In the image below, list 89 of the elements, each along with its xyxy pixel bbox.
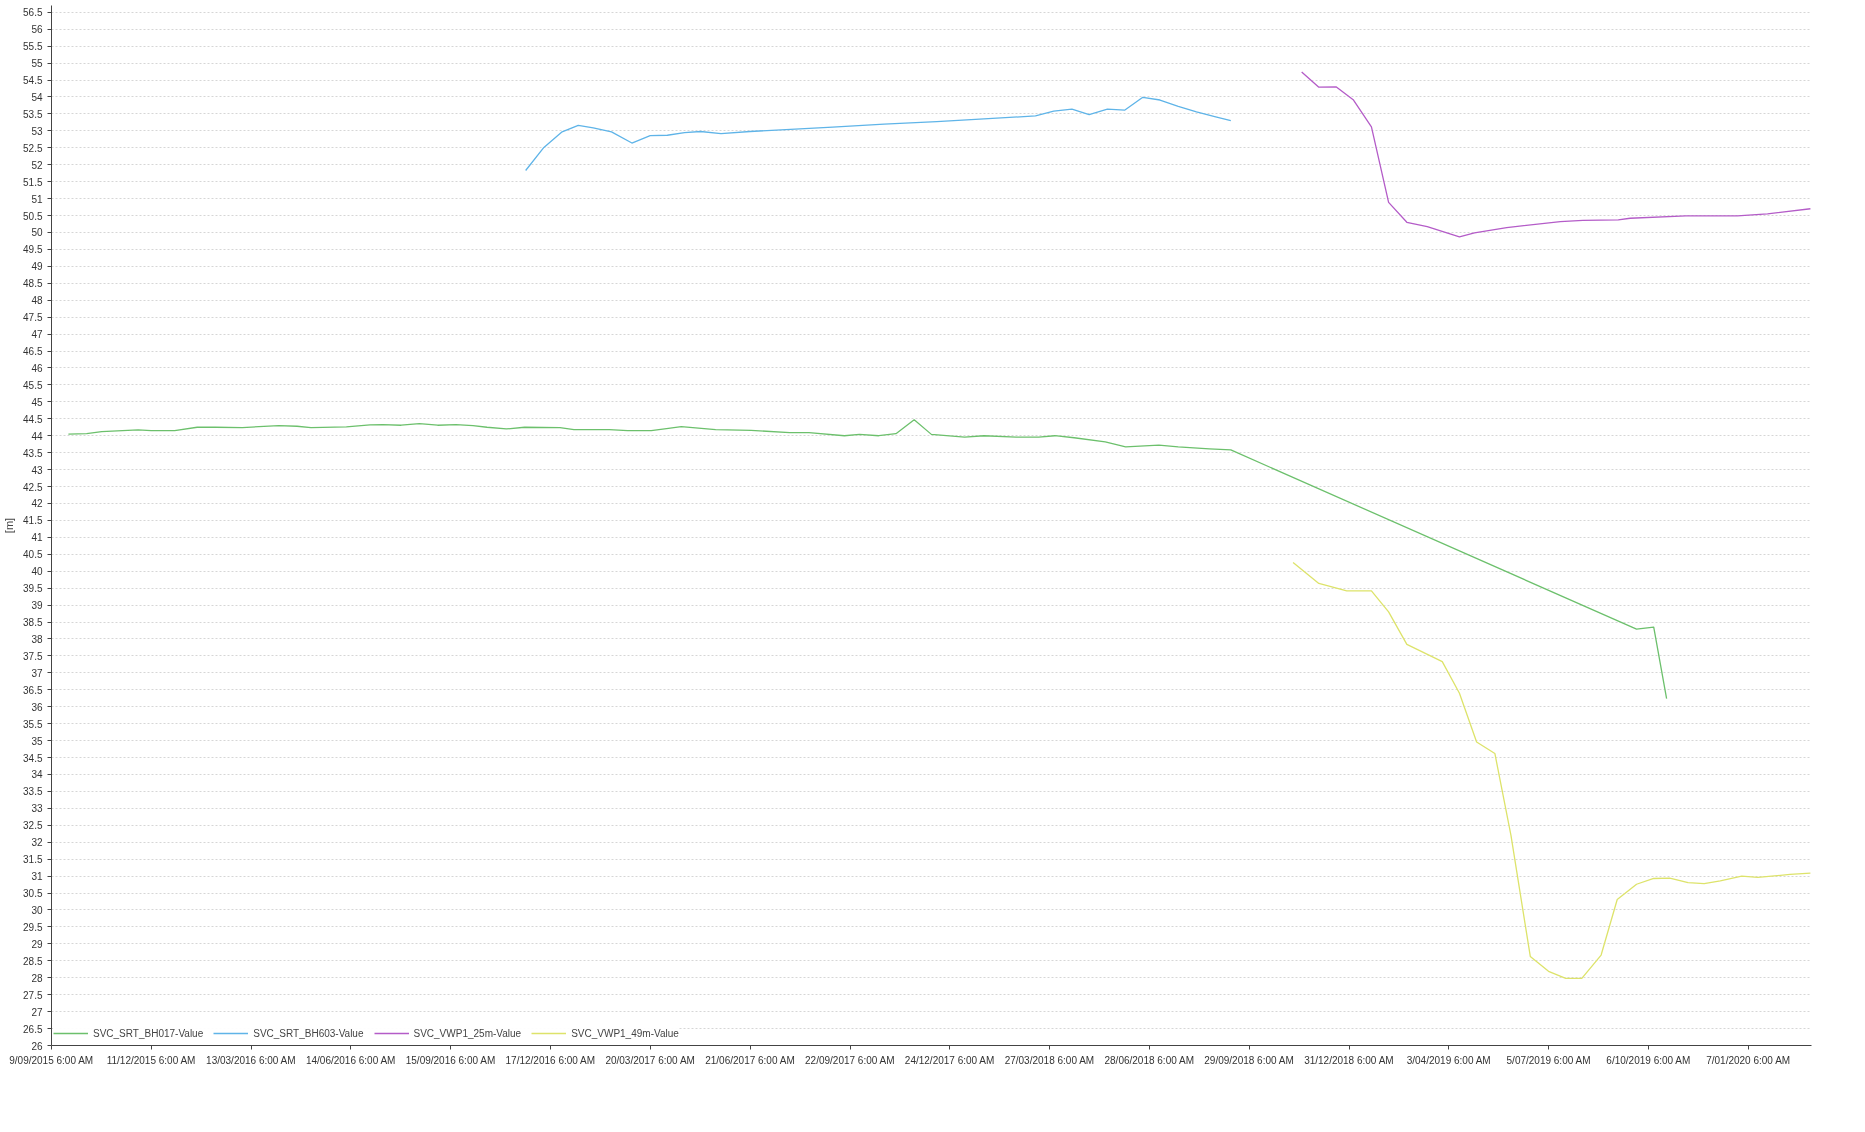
y-tick-label: 31 [31, 871, 43, 883]
x-tick-label: 6/10/2019 6:00 AM [1606, 1054, 1691, 1066]
y-tick-label: 54 [31, 91, 43, 103]
y-tick-label: 27.5 [23, 989, 43, 1001]
x-tick-label: 5/07/2019 6:00 AM [1506, 1054, 1591, 1066]
y-tick-label: 27 [31, 1006, 43, 1018]
y-tick-label: 26.5 [23, 1023, 43, 1035]
y-tick-label: 41 [31, 532, 43, 544]
y-tick-label: 51 [31, 193, 43, 205]
y-tick-label: 30 [31, 905, 43, 916]
y-tick-label: 46 [31, 362, 43, 374]
y-tick-label: 29.5 [23, 921, 43, 933]
line-series [1292, 561, 1812, 980]
y-tick-label: 52.5 [23, 142, 43, 154]
y-tick-label: 48.5 [23, 278, 43, 290]
y-tick-label: 32 [31, 837, 43, 849]
y-tick-label: 42 [31, 498, 43, 510]
y-tick-label: 55.5 [23, 41, 43, 53]
y-tick-label: 33.5 [23, 786, 43, 798]
x-tick-label: 15/09/2016 6:00 AM [405, 1054, 496, 1066]
y-tick-label: 37.5 [23, 650, 43, 662]
y-tick-label: 45.5 [23, 379, 43, 391]
y-tick-label: 36 [31, 701, 43, 713]
y-tick-label: 30.5 [23, 888, 43, 900]
y-axis-title: [m] [3, 517, 16, 534]
y-tick-label: 32.5 [23, 820, 43, 832]
y-tick-label: 42.5 [23, 481, 43, 493]
x-tick-label: 24/12/2017 6:00 AM [904, 1054, 995, 1066]
y-tick-label: 34 [31, 769, 43, 781]
y-tick-label: 45 [31, 396, 43, 408]
x-tick-label: 20/03/2017 6:00 AM [605, 1054, 695, 1066]
y-tick-label: 52 [31, 159, 43, 171]
y-tick-label: 56 [31, 24, 43, 36]
x-tick-label: 22/09/2017 6:00 AM [805, 1054, 895, 1066]
y-tick-label: 50 [31, 227, 43, 239]
y-tick-label: 33 [31, 803, 43, 815]
y-tick-label: 39 [31, 600, 43, 612]
y-tick-label: 34.5 [23, 752, 43, 764]
y-tick-label: 44 [31, 430, 43, 442]
y-tick-label: 35 [31, 735, 43, 747]
y-tick-label: 53 [31, 125, 43, 137]
x-tick-label: 29/09/2018 6:00 AM [1204, 1054, 1294, 1066]
y-tick-label: 49 [31, 261, 43, 273]
legend-label: SVC_SRT_BH017-Value [93, 1027, 204, 1039]
x-tick-label: 11/12/2015 6:00 AM [106, 1054, 196, 1066]
y-tick-label: 40 [31, 566, 43, 578]
x-tick-label: 28/06/2018 6:00 AM [1104, 1054, 1195, 1066]
y-tick-label: 37 [31, 667, 43, 679]
y-tick-label: 46.5 [23, 346, 43, 358]
y-tick-label: 43 [31, 464, 43, 476]
line-series [67, 419, 1668, 700]
y-tick-label: 49.5 [23, 244, 43, 256]
y-tick-label: 28.5 [23, 955, 43, 967]
line-series [1301, 71, 1812, 238]
x-tick-label: 9/09/2015 6:00 AM [9, 1054, 94, 1066]
y-tick-label: 44.5 [23, 413, 43, 425]
x-tick-label: 7/01/2020 6:00 AM [1706, 1054, 1791, 1066]
legend-label: SVC_VWP1_25m-Value [413, 1027, 522, 1039]
y-tick-label: 39.5 [23, 583, 43, 595]
x-tick-label: 13/03/2016 6:00 AM [206, 1054, 296, 1066]
y-tick-label: 56.5 [23, 7, 43, 19]
line-series [525, 96, 1232, 172]
x-tick-label: 31/12/2018 6:00 AM [1304, 1054, 1394, 1066]
y-tick-label: 47.5 [23, 312, 43, 324]
y-tick-label: 50.5 [23, 210, 43, 222]
y-tick-label: 40.5 [23, 549, 43, 561]
x-tick-label: 14/06/2016 6:00 AM [305, 1054, 396, 1066]
y-tick-label: 36.5 [23, 684, 43, 696]
x-tick-label: 17/12/2016 6:00 AM [505, 1054, 596, 1066]
y-tick-label: 38 [31, 633, 43, 645]
y-tick-label: 26 [31, 1040, 43, 1052]
y-tick-label: 29 [31, 938, 43, 950]
y-tick-label: 28 [31, 972, 43, 984]
legend-label: SVC_SRT_BH603-Value [253, 1027, 364, 1039]
y-tick-label: 35.5 [23, 718, 43, 730]
x-tick-label: 3/04/2019 6:00 AM [1406, 1054, 1491, 1066]
y-tick-label: 53.5 [23, 108, 43, 120]
y-tick-label: 43.5 [23, 447, 43, 459]
y-tick-label: 54.5 [23, 75, 43, 87]
y-tick-label: 31.5 [23, 854, 43, 866]
x-tick-label: 21/06/2017 6:00 AM [705, 1054, 795, 1066]
y-tick-label: 38.5 [23, 617, 43, 629]
x-tick-label: 27/03/2018 6:00 AM [1004, 1054, 1095, 1066]
y-tick-label: 48 [31, 295, 43, 307]
y-tick-label: 55 [31, 58, 43, 70]
y-tick-label: 47 [31, 329, 43, 341]
legend-label: SVC_VWP1_49m-Value [571, 1027, 679, 1039]
y-tick-label: 41.5 [23, 515, 43, 527]
y-tick-label: 51.5 [23, 176, 43, 188]
